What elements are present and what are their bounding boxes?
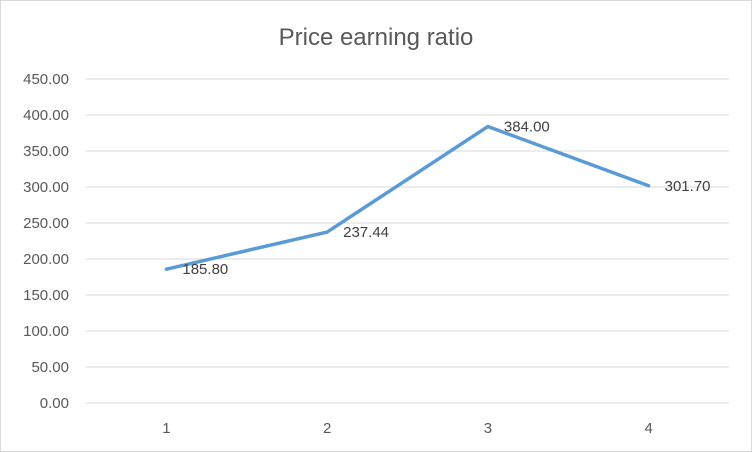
y-tick-label: 300.00 [23,179,69,196]
x-tick-label: 3 [484,420,492,437]
series-line [164,124,651,271]
data-label: 237.44 [343,224,389,241]
series [164,124,651,271]
x-tick-label: 4 [644,420,652,437]
x-tick-label: 1 [162,420,170,437]
data-label: 384.00 [504,119,550,136]
chart-title: Price earning ratio [279,24,474,51]
data-labels: 185.80 237.44 384.00 301.70 [182,119,710,279]
y-tick-label: 400.00 [23,107,69,124]
y-tick-label: 100.00 [23,323,69,340]
data-label: 301.70 [665,178,711,195]
data-label: 185.80 [182,261,228,278]
y-tick-label: 150.00 [23,287,69,304]
y-tick-label: 450.00 [23,71,69,88]
x-tick-label: 2 [323,420,331,437]
gridlines [86,78,729,404]
y-axis: 0.00 50.00 100.00 150.00 200.00 250.00 300.00 3… [23,71,69,412]
y-tick-label: 50.00 [31,359,69,376]
y-tick-label: 200.00 [23,251,69,268]
y-tick-label: 250.00 [23,215,69,232]
y-tick-label: 0.00 [40,395,69,412]
y-tick-label: 350.00 [23,143,69,160]
x-axis: 1 2 3 4 [162,420,653,437]
